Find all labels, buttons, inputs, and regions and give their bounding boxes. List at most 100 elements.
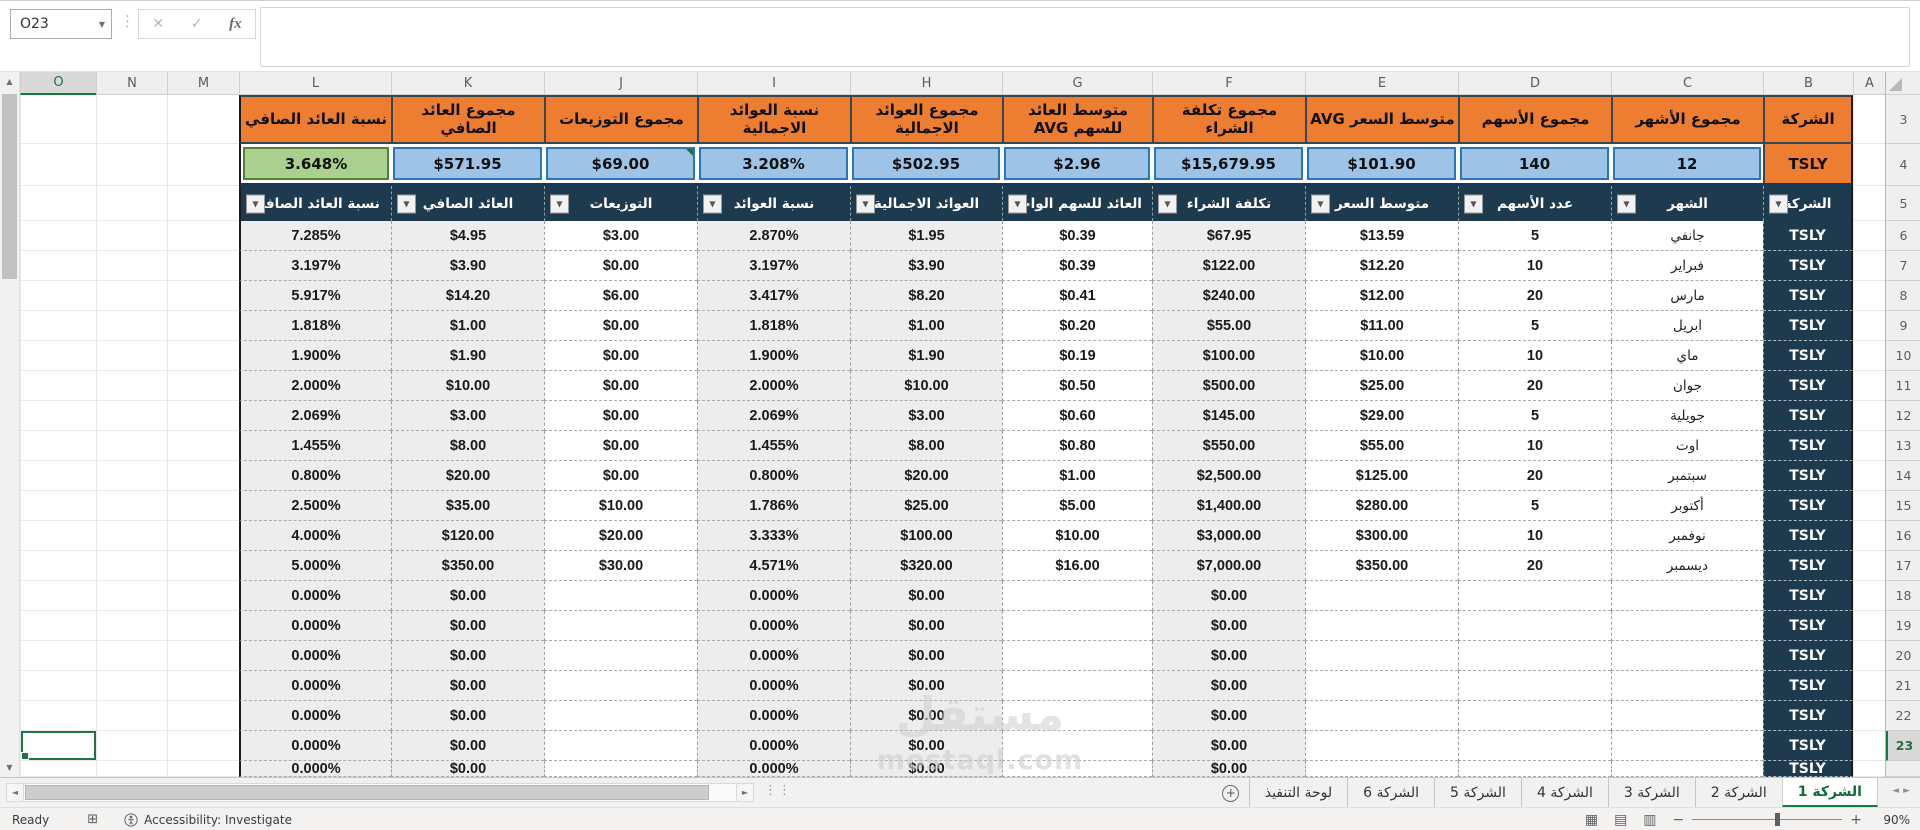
cell-J11[interactable]: $0.00: [544, 371, 697, 401]
sheet-tab-4[interactable]: الشركة 4: [1520, 778, 1608, 808]
cell-O24[interactable]: [20, 761, 96, 777]
cell-G15[interactable]: $5.00: [1002, 491, 1152, 521]
cell-O10[interactable]: [20, 341, 96, 371]
cell-G13[interactable]: $0.80: [1002, 431, 1152, 461]
cell-F15[interactable]: $1,400.00: [1152, 491, 1305, 521]
cell-M6[interactable]: [167, 221, 239, 251]
cell-N8[interactable]: [96, 281, 167, 311]
row-header-14[interactable]: 14: [1886, 461, 1920, 491]
header-cell-F[interactable]: مجموع تكلفة الشراء: [1152, 95, 1305, 144]
row-header-13[interactable]: 13: [1886, 431, 1920, 461]
header-cell-D[interactable]: مجموع الأسهم: [1458, 95, 1611, 144]
cell-F8[interactable]: $240.00: [1152, 281, 1305, 311]
row-header-15[interactable]: 15: [1886, 491, 1920, 521]
cell-B17[interactable]: TSLY: [1763, 551, 1853, 581]
cell-D15[interactable]: 5: [1458, 491, 1611, 521]
cell-J17[interactable]: $30.00: [544, 551, 697, 581]
cell-N14[interactable]: [96, 461, 167, 491]
cell-D12[interactable]: 5: [1458, 401, 1611, 431]
filter-cell-L[interactable]: نسبة العائد الصافي ▼: [239, 186, 391, 221]
cell-C13[interactable]: اوت: [1611, 431, 1763, 461]
filter-cell-H[interactable]: العوائد الاجمالية ▼: [850, 186, 1002, 221]
filter-cell-C[interactable]: الشهر ▼: [1611, 186, 1763, 221]
row-header-20[interactable]: 20: [1886, 641, 1920, 671]
header-cell-E[interactable]: متوسط السعر AVG: [1305, 95, 1458, 144]
cell-L20[interactable]: 0.000%: [239, 641, 391, 671]
scroll-left-icon[interactable]: ◄: [6, 783, 24, 802]
confirm-entry-icon[interactable]: ✓: [190, 16, 203, 32]
cell-O7[interactable]: [20, 251, 96, 281]
cell-H11[interactable]: $10.00: [850, 371, 1002, 401]
cell-C7[interactable]: فبراير: [1611, 251, 1763, 281]
cell-O13[interactable]: [20, 431, 96, 461]
cell-M14[interactable]: [167, 461, 239, 491]
tab-scroll-arrows[interactable]: ◄►: [1892, 786, 1914, 796]
cell-H18[interactable]: $0.00: [850, 581, 1002, 611]
cell-C8[interactable]: مارس: [1611, 281, 1763, 311]
filter-cell-J[interactable]: التوزيعات ▼: [544, 186, 697, 221]
cell-N3[interactable]: [96, 95, 167, 144]
cell-D24[interactable]: [1458, 761, 1611, 777]
cell-F17[interactable]: $7,000.00: [1152, 551, 1305, 581]
column-header-E[interactable]: E: [1305, 72, 1458, 95]
cell-E22[interactable]: [1305, 701, 1458, 731]
cell-G14[interactable]: $1.00: [1002, 461, 1152, 491]
page-layout-view-icon[interactable]: ▤: [1614, 811, 1628, 828]
cell-B14[interactable]: TSLY: [1763, 461, 1853, 491]
cell-A3[interactable]: [1853, 95, 1885, 144]
cell-F11[interactable]: $500.00: [1152, 371, 1305, 401]
cell-K20[interactable]: $0.00: [391, 641, 544, 671]
cell-L10[interactable]: 1.900%: [239, 341, 391, 371]
cell-A10[interactable]: [1853, 341, 1885, 371]
cell-O21[interactable]: [20, 671, 96, 701]
sheet-tab-1[interactable]: الشركة 1: [1781, 778, 1878, 808]
cell-O15[interactable]: [20, 491, 96, 521]
cell-H13[interactable]: $8.00: [850, 431, 1002, 461]
column-header-G[interactable]: G: [1002, 72, 1152, 95]
vertical-scrollbar[interactable]: ▲ ▼: [0, 72, 20, 777]
cell-F14[interactable]: $2,500.00: [1152, 461, 1305, 491]
cell-D8[interactable]: 20: [1458, 281, 1611, 311]
cell-G8[interactable]: $0.41: [1002, 281, 1152, 311]
cell-F13[interactable]: $550.00: [1152, 431, 1305, 461]
header-cell-I[interactable]: نسبة العوائد الاجمالية: [697, 95, 850, 144]
cell-C20[interactable]: [1611, 641, 1763, 671]
cell-H20[interactable]: $0.00: [850, 641, 1002, 671]
cell-D22[interactable]: [1458, 701, 1611, 731]
cell-F12[interactable]: $145.00: [1152, 401, 1305, 431]
cell-F19[interactable]: $0.00: [1152, 611, 1305, 641]
cell-D11[interactable]: 20: [1458, 371, 1611, 401]
row-header-5[interactable]: 5: [1886, 186, 1920, 221]
filter-dropdown-K[interactable]: ▼: [397, 194, 416, 213]
summary-cell-B[interactable]: TSLY: [1763, 144, 1853, 186]
name-box[interactable]: O23 ▼: [10, 9, 112, 39]
cell-E17[interactable]: $350.00: [1305, 551, 1458, 581]
cell-K22[interactable]: $0.00: [391, 701, 544, 731]
cell-M4[interactable]: [167, 144, 239, 186]
cell-C24[interactable]: [1611, 761, 1763, 777]
cell-I13[interactable]: 1.455%: [697, 431, 850, 461]
cell-B13[interactable]: TSLY: [1763, 431, 1853, 461]
cell-O6[interactable]: [20, 221, 96, 251]
cell-M19[interactable]: [167, 611, 239, 641]
filter-dropdown-H[interactable]: ▼: [856, 194, 875, 213]
cell-K14[interactable]: $20.00: [391, 461, 544, 491]
cell-A15[interactable]: [1853, 491, 1885, 521]
cell-B23[interactable]: TSLY: [1763, 731, 1853, 761]
cell-A5[interactable]: [1853, 186, 1885, 221]
cell-J21[interactable]: [544, 671, 697, 701]
cell-A16[interactable]: [1853, 521, 1885, 551]
header-cell-L[interactable]: نسبة العائد الصافي: [239, 95, 391, 144]
cell-L22[interactable]: 0.000%: [239, 701, 391, 731]
cell-F7[interactable]: $122.00: [1152, 251, 1305, 281]
cell-M9[interactable]: [167, 311, 239, 341]
row-header-7[interactable]: 7: [1886, 251, 1920, 281]
cell-E8[interactable]: $12.00: [1305, 281, 1458, 311]
cell-K10[interactable]: $1.90: [391, 341, 544, 371]
cell-M5[interactable]: [167, 186, 239, 221]
filter-dropdown-B[interactable]: ▼: [1769, 194, 1788, 213]
cell-D21[interactable]: [1458, 671, 1611, 701]
filter-dropdown-G[interactable]: ▼: [1008, 194, 1027, 213]
scroll-down-icon[interactable]: ▼: [0, 758, 19, 777]
cell-L13[interactable]: 1.455%: [239, 431, 391, 461]
